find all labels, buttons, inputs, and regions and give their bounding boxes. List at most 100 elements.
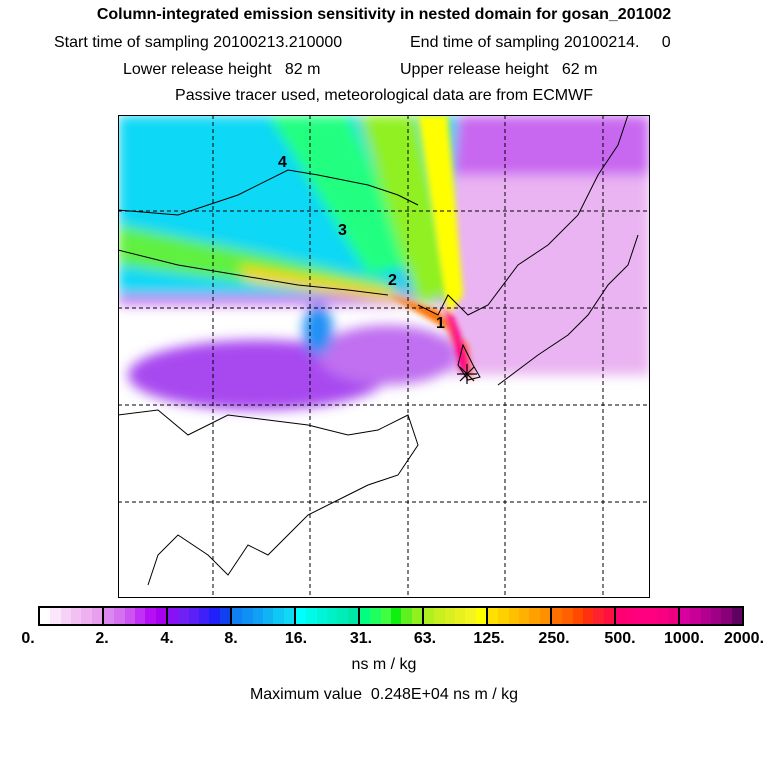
colorbar-swatch	[424, 608, 435, 624]
colorbar-swatch	[360, 608, 371, 624]
colorbar-swatch	[91, 608, 102, 624]
colorbar-swatch	[465, 608, 476, 624]
colorbar-tick-label: 500.	[604, 630, 636, 647]
colorbar-tick-label: 63.	[413, 630, 437, 647]
colorbar-tick-label: 0.	[21, 630, 35, 647]
colorbar-tick-label: 250.	[538, 630, 570, 647]
colorbar-swatch	[198, 608, 210, 624]
colorbar	[38, 606, 744, 626]
colorbar-segment	[552, 608, 616, 624]
colorbar-swatch	[209, 608, 220, 624]
coastlines	[118, 115, 639, 586]
upper-release-height: Upper release height 62 m	[400, 61, 598, 78]
colorbar-swatch	[262, 608, 274, 624]
colorbar-swatch	[700, 608, 711, 624]
colorbar-swatch	[667, 608, 678, 624]
colorbar-swatch	[60, 608, 71, 624]
maximum-value: Maximum value 0.248E+04 ns m / kg	[249, 686, 519, 703]
map-frame	[118, 115, 650, 598]
colorbar-swatch	[242, 608, 253, 624]
sensitivity-map: 1 2 3 4	[118, 115, 650, 598]
colorbar-tick-label: 31.	[349, 630, 373, 647]
colorbar-swatch	[316, 608, 327, 624]
colorbar-tick-label: 16.	[284, 630, 308, 647]
colorbar-swatch	[232, 608, 243, 624]
colorbar-swatch	[411, 608, 422, 624]
colorbar-swatch	[326, 608, 338, 624]
colorbar-swatch	[380, 608, 391, 624]
sampling-start: Start time of sampling 20100213.210000	[54, 34, 343, 51]
colorbar-swatch	[582, 608, 594, 624]
colorbar-segment	[104, 608, 168, 624]
colorbar-swatch	[731, 608, 742, 624]
colorbar-swatch	[488, 608, 499, 624]
colorbar-swatch	[518, 608, 530, 624]
colorbar-segment	[168, 608, 232, 624]
colorbar-swatch	[40, 608, 51, 624]
colorbar-swatch	[134, 608, 146, 624]
map-label-2: 2	[388, 272, 397, 289]
grid-lines	[118, 115, 650, 598]
colorbar-tick-label: 125.	[473, 630, 505, 647]
colorbar-swatch	[657, 608, 668, 624]
colorbar-swatch	[370, 608, 381, 624]
colorbar-tick-label: 2.	[95, 630, 109, 647]
colorbar-swatch	[562, 608, 573, 624]
colorbar-swatch	[552, 608, 563, 624]
colorbar-swatch	[710, 608, 722, 624]
colorbar-swatch	[145, 608, 156, 624]
colorbar-tick-label: 1000.	[663, 630, 705, 647]
colorbar-swatch	[593, 608, 604, 624]
sensitivity-field	[118, 115, 650, 410]
colorbar-segment	[680, 608, 742, 624]
colorbar-swatch	[616, 608, 627, 624]
colorbar-swatch	[539, 608, 550, 624]
colorbar-swatch	[454, 608, 466, 624]
tracer-info: Passive tracer used, meteorological data…	[175, 87, 593, 104]
colorbar-swatch	[306, 608, 317, 624]
colorbar-swatch	[646, 608, 658, 624]
colorbar-segment	[232, 608, 296, 624]
colorbar-swatch	[529, 608, 540, 624]
colorbar-swatch	[104, 608, 115, 624]
colorbar-segment	[40, 608, 104, 624]
colorbar-swatch	[444, 608, 455, 624]
colorbar-swatch	[70, 608, 82, 624]
colorbar-swatch	[434, 608, 445, 624]
colorbar-swatch	[283, 608, 294, 624]
colorbar-swatch	[572, 608, 583, 624]
sampling-end: End time of sampling 20100214. 0	[410, 34, 671, 51]
colorbar-swatch	[390, 608, 402, 624]
colorbar-swatch	[475, 608, 486, 624]
lower-release-height: Lower release height 82 m	[123, 61, 321, 78]
colorbar-swatch	[680, 608, 691, 624]
colorbar-segment	[424, 608, 488, 624]
colorbar-swatch	[168, 608, 179, 624]
colorbar-tick-label: 2000.	[723, 630, 765, 647]
colorbar-swatch	[337, 608, 348, 624]
colorbar-tick-label: 8.	[224, 630, 238, 647]
receptor-star-icon	[457, 364, 477, 384]
colorbar-swatch	[508, 608, 519, 624]
colorbar-swatch	[690, 608, 701, 624]
colorbar-swatch	[401, 608, 412, 624]
colorbar-segment	[488, 608, 552, 624]
colorbar-swatch	[603, 608, 614, 624]
colorbar-swatch	[296, 608, 307, 624]
map-label-3: 3	[338, 222, 347, 239]
colorbar-swatch	[498, 608, 509, 624]
colorbar-swatch	[347, 608, 358, 624]
colorbar-swatch	[81, 608, 92, 624]
colorbar-swatch	[252, 608, 263, 624]
colorbar-tick-label: 4.	[160, 630, 174, 647]
plot-title: Column-integrated emission sensitivity i…	[96, 6, 672, 23]
colorbar-swatch	[721, 608, 732, 624]
colorbar-segment	[616, 608, 680, 624]
colorbar-swatch	[50, 608, 61, 624]
colorbar-swatch	[188, 608, 199, 624]
colorbar-swatch	[636, 608, 647, 624]
colorbar-segment	[360, 608, 424, 624]
map-label-4: 4	[278, 154, 287, 171]
colorbar-swatch	[155, 608, 166, 624]
colorbar-segment	[296, 608, 360, 624]
